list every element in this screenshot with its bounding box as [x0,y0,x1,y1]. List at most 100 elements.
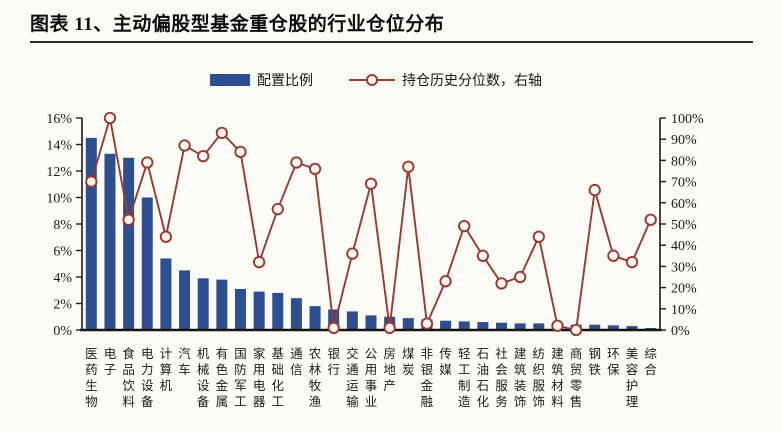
line-marker-石油石化 [476,249,490,262]
x-axis-label-交通运输: 通 [346,362,359,377]
bar-建筑装饰 [514,323,526,330]
line-marker-轻工制造 [458,219,471,233]
bar-公用事业 [365,315,377,330]
left-axis-label: 4% [53,271,72,286]
line-legend-label: 持仓历史分位数，右轴 [402,73,542,89]
x-axis-label-基础化工: 工 [272,394,285,409]
x-axis-label-建筑装饰: 建 [514,346,527,361]
x-axis-label-银行: 行 [327,362,340,377]
circle-marker-icon [366,74,378,86]
x-axis-label-医药生物: 医 [85,346,98,361]
x-axis-label-美容护理: 美 [626,346,639,361]
right-axis-label: 0% [671,324,690,339]
x-axis-label-基础化工: 础 [272,362,285,377]
x-axis-label-建筑装饰: 饰 [514,394,527,409]
line-marker-家用电器 [252,256,266,269]
x-axis-label-电子: 电 [104,346,117,361]
x-axis-label-食品饮料: 食 [122,346,135,361]
x-axis-label-汽车: 汽 [178,346,191,361]
x-axis-label-家用电器: 电 [253,378,266,393]
x-axis-label-房地产: 地 [383,362,396,377]
x-axis-label-社会服务: 会 [495,362,508,377]
x-axis-label-医药生物: 药 [85,362,98,377]
left-axis-label: 2% [53,298,72,313]
bar-传媒 [440,320,452,330]
x-axis-label-银行: 银 [327,346,340,361]
bar-环保 [607,325,619,330]
x-axis-label-农林牧渔: 林 [309,362,322,377]
x-axis-label-非银金融: 银 [421,362,434,377]
line-marker-电力设备 [141,156,154,169]
line-marker-国防军工 [234,145,247,159]
x-axis-label-国防军工: 国 [234,346,247,361]
x-axis-label-计算机: 计 [160,346,173,361]
bar-煤炭 [402,318,414,330]
line-marker-商贸零售 [569,323,583,337]
x-axis-label-机械设备: 设 [197,378,210,393]
x-axis-label-建筑材料: 材 [551,378,564,393]
x-axis-label-美容护理: 护 [626,378,639,393]
x-axis-label-纺织服饰: 服 [533,378,546,393]
bar-石油石化 [477,322,489,330]
line-marker-公用事业 [364,177,378,190]
line-marker-机械设备 [197,150,210,163]
left-axis-label: 12% [46,165,72,180]
x-axis-label-美容护理: 容 [626,362,639,377]
legend-item-line: 持仓历史分位数，右轴 [349,70,542,90]
x-axis-label-有色金属: 属 [216,394,229,409]
right-axis-label: 20% [671,282,697,297]
x-axis-label-有色金属: 色 [216,362,229,377]
x-axis-label-建筑材料: 建 [551,346,564,361]
line-marker-农林牧渔 [308,162,322,176]
x-axis-label-石油石化: 石 [477,378,490,393]
x-axis-label-食品饮料: 料 [122,394,135,409]
title-divider [30,41,753,43]
bar-有色金属 [216,279,228,330]
line-marker-美容护理 [625,256,639,269]
legend-item-bar: 配置比例 [210,70,313,90]
x-axis-label-钢铁: 铁 [588,362,601,377]
x-axis-label-食品饮料: 饮 [122,378,135,393]
bar-通信 [290,298,302,330]
x-axis-label-商贸零售: 售 [570,394,583,409]
line-marker-建筑材料 [551,319,564,332]
left-axis-label: 14% [46,139,72,154]
x-axis-label-建筑装饰: 装 [514,378,527,393]
x-axis-label-电力设备: 力 [141,362,154,377]
line-marker-非银金融 [420,317,434,330]
x-axis-label-农林牧渔: 农 [309,346,322,361]
x-axis-label-纺织服饰: 饰 [533,394,546,409]
x-axis-label-纺织服饰: 织 [533,362,546,377]
bar-计算机 [160,258,172,330]
x-axis-label-建筑装饰: 筑 [514,362,527,377]
line-marker-通信 [290,156,303,169]
x-axis-label-传媒: 媒 [439,362,452,377]
x-axis-label-电力设备: 备 [141,394,154,409]
line-marker-电子 [103,111,117,125]
right-axis-label: 60% [671,197,697,212]
x-axis-label-非银金融: 非 [421,346,434,361]
x-axis-label-石油石化: 油 [477,362,490,377]
x-axis-label-非银金融: 融 [421,394,434,409]
line-marker-房地产 [383,321,396,335]
right-axis-label: 10% [671,303,697,318]
x-axis-label-美容护理: 理 [626,394,639,409]
right-axis-label: 80% [671,154,697,169]
figure-title: 图表 11、主动偏股型基金重仓股的行业仓位分布 [30,14,445,35]
x-axis-label-机械设备: 备 [197,394,210,409]
x-axis-label-国防军工: 工 [234,394,247,409]
x-axis-label-农林牧渔: 牧 [309,378,322,393]
x-axis-label-食品饮料: 品 [122,362,135,377]
x-axis-label-公用事业: 业 [365,394,378,409]
x-axis-label-基础化工: 化 [272,378,285,393]
right-axis-label: 70% [671,176,697,191]
x-axis-label-房地产: 产 [383,378,396,393]
x-axis-label-计算机: 算 [160,362,173,377]
x-axis-label-家用电器: 家 [253,346,266,361]
bar-农林牧渔 [309,306,321,330]
x-axis-label-轻工制造: 工 [458,362,471,377]
line-marker-建筑装饰 [514,270,527,284]
x-axis-label-国防军工: 防 [234,362,247,377]
x-axis-label-传媒: 传 [439,346,452,361]
x-axis-label-医药生物: 物 [85,394,98,409]
